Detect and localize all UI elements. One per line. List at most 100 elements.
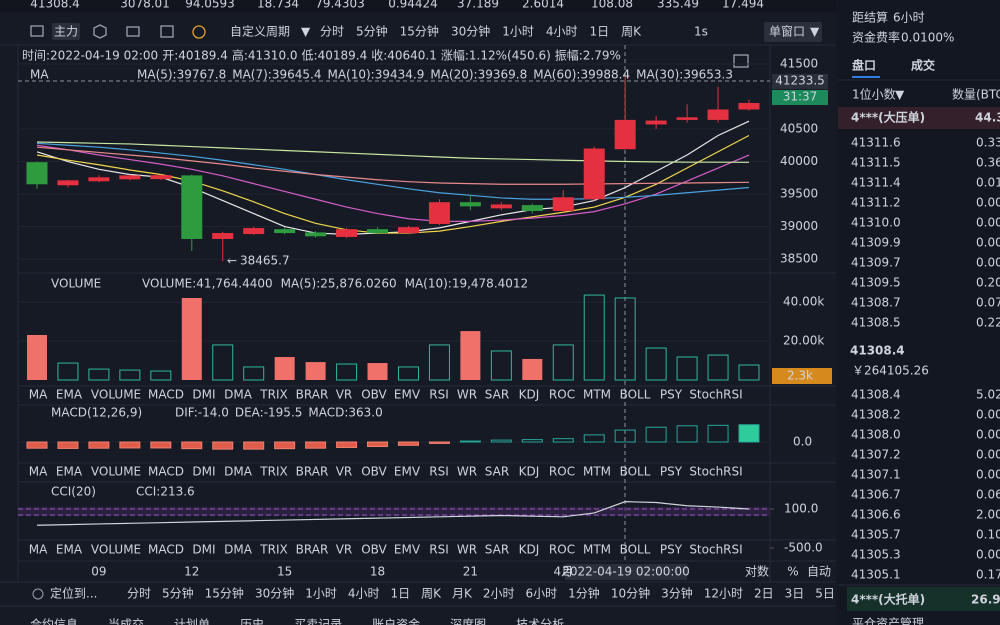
indicator-tab[interactable]: DMA bbox=[224, 543, 253, 557]
bottom-period[interactable]: 3分钟 bbox=[661, 586, 693, 601]
indicator-tab[interactable]: DMI bbox=[192, 388, 215, 402]
indicator-tab[interactable]: SAR bbox=[485, 543, 509, 557]
indicator-tab[interactable]: StochRSI bbox=[689, 543, 742, 557]
indicator-tab[interactable]: SAR bbox=[485, 388, 509, 402]
bottom-tab[interactable]: 技术分析 bbox=[516, 618, 564, 625]
indicator-tab[interactable]: VOLUME bbox=[91, 388, 141, 402]
indicator-tab[interactable]: BRAR bbox=[296, 543, 329, 557]
indicator-tab[interactable]: OBV bbox=[361, 465, 387, 479]
indicator-tab[interactable]: ROC bbox=[549, 543, 575, 557]
indicator-tab[interactable]: StochRSI bbox=[689, 388, 742, 402]
indicator-tab[interactable]: EMA bbox=[56, 388, 83, 402]
indicator-tab[interactable]: DMA bbox=[224, 465, 253, 479]
indicator-tab[interactable]: MTM bbox=[583, 543, 611, 557]
icon-ruler[interactable] bbox=[126, 26, 140, 37]
decimals[interactable]: 1位小数 bbox=[852, 87, 896, 102]
period-option[interactable]: 1日 bbox=[590, 25, 610, 39]
indicator-tab[interactable]: PSY bbox=[660, 543, 683, 557]
bottom-period[interactable]: 5分钟 bbox=[162, 586, 194, 601]
period-option[interactable]: 1小时 bbox=[502, 25, 534, 39]
indicator-tab[interactable]: VR bbox=[336, 465, 353, 479]
indicator-tab[interactable]: DMI bbox=[192, 465, 215, 479]
indicator-tab[interactable]: RSI bbox=[429, 543, 449, 557]
indicator-tab[interactable]: KDJ bbox=[519, 388, 540, 402]
bottom-period[interactable]: 月K bbox=[452, 587, 473, 601]
side-tab[interactable]: 盘口 bbox=[852, 58, 876, 73]
indicator-tab[interactable]: TRIX bbox=[259, 543, 287, 557]
window-select[interactable]: 单窗口 bbox=[769, 25, 805, 39]
bottom-period[interactable]: 1日 bbox=[391, 587, 411, 601]
indicator-tab[interactable]: KDJ bbox=[519, 465, 540, 479]
indicator-tab[interactable]: MACD bbox=[148, 388, 184, 402]
indicator-tab[interactable]: TRIX bbox=[259, 465, 287, 479]
bottom-period[interactable]: 30分钟 bbox=[255, 586, 294, 601]
bottom-period[interactable]: 1小时 bbox=[305, 587, 337, 601]
icon-indicator[interactable] bbox=[192, 25, 206, 39]
indicator-tab[interactable]: MA bbox=[29, 388, 48, 402]
bottom-tab[interactable]: 账户资金 bbox=[372, 617, 420, 625]
indicator-tab[interactable]: WR bbox=[457, 543, 477, 557]
indicator-tab[interactable]: VR bbox=[336, 543, 353, 557]
indicator-tab[interactable]: MTM bbox=[583, 465, 611, 479]
period-option[interactable]: 周K bbox=[621, 25, 642, 39]
period-option[interactable]: 15分钟 bbox=[400, 24, 439, 39]
scale-option[interactable]: 对数 bbox=[745, 564, 769, 579]
bottom-period[interactable]: 10分钟 bbox=[611, 586, 650, 601]
bottom-tab[interactable]: 当成交 bbox=[108, 617, 144, 625]
period-option[interactable]: 5分钟 bbox=[356, 24, 388, 39]
scale-option[interactable]: 自动 bbox=[807, 565, 831, 579]
bottom-period[interactable]: 3日 bbox=[785, 587, 805, 601]
bottom-period[interactable]: 12小时 bbox=[704, 587, 743, 601]
indicator-tab[interactable]: ROC bbox=[549, 465, 575, 479]
indicator-tab[interactable]: EMV bbox=[394, 388, 421, 402]
main-toggle[interactable]: 主力 bbox=[54, 25, 78, 39]
indicator-tab[interactable]: PSY bbox=[660, 465, 683, 479]
indicator-tab[interactable]: BOLL bbox=[620, 388, 651, 402]
main-toggle-bg[interactable] bbox=[52, 23, 80, 40]
indicator-tab[interactable]: RSI bbox=[429, 465, 449, 479]
indicator-tab[interactable]: DMI bbox=[192, 543, 215, 557]
indicator-tab[interactable]: SAR bbox=[485, 465, 509, 479]
bottom-tab[interactable]: 买卖记录 bbox=[294, 618, 342, 625]
interval[interactable]: 1s bbox=[694, 25, 708, 39]
indicator-tab[interactable]: RSI bbox=[429, 388, 449, 402]
bottom-tab[interactable]: 计划单 bbox=[174, 618, 210, 625]
bottom-period[interactable]: 1分钟 bbox=[568, 586, 600, 601]
bottom-period[interactable]: 6小时 bbox=[526, 587, 558, 601]
indicator-tab[interactable]: WR bbox=[457, 388, 477, 402]
icon-settings[interactable] bbox=[93, 24, 107, 39]
icon-chart[interactable] bbox=[30, 25, 44, 37]
bottom-period[interactable]: 周K bbox=[421, 587, 442, 601]
indicator-tab[interactable]: DMA bbox=[224, 388, 253, 402]
period-option[interactable]: 30分钟 bbox=[451, 24, 490, 39]
indicator-tab[interactable]: MACD bbox=[148, 543, 184, 557]
indicator-tab[interactable]: BRAR bbox=[296, 465, 329, 479]
indicator-tab[interactable]: KDJ bbox=[519, 543, 540, 557]
indicator-tab[interactable]: MACD bbox=[148, 465, 184, 479]
indicator-tab[interactable]: WR bbox=[457, 465, 477, 479]
indicator-tab[interactable]: EMV bbox=[394, 465, 421, 479]
indicator-tab[interactable]: MA bbox=[29, 465, 48, 479]
bottom-tab[interactable]: 历史 bbox=[240, 618, 264, 625]
bottom-period[interactable]: 2小时 bbox=[483, 587, 515, 601]
window-select-bg[interactable] bbox=[764, 22, 822, 42]
custom-period[interactable]: 自定义周期 bbox=[230, 24, 290, 39]
indicator-tab[interactable]: EMA bbox=[56, 543, 83, 557]
indicator-tab[interactable]: MA bbox=[29, 543, 48, 557]
indicator-tab[interactable]: VOLUME bbox=[91, 465, 141, 479]
indicator-tab[interactable]: VR bbox=[336, 388, 353, 402]
period-option[interactable]: 分时 bbox=[320, 25, 344, 39]
bottom-tab[interactable]: 合约信息 bbox=[30, 617, 78, 625]
icon-calendar[interactable] bbox=[160, 25, 174, 38]
side-tab[interactable]: 成交 bbox=[911, 58, 935, 73]
icon-fullscreen[interactable] bbox=[733, 54, 749, 68]
indicator-tab[interactable]: VOLUME bbox=[91, 543, 141, 557]
bottom-period[interactable]: 分时 bbox=[127, 587, 151, 601]
indicator-tab[interactable]: BOLL bbox=[620, 465, 651, 479]
bottom-period[interactable]: 2日 bbox=[754, 587, 774, 601]
indicator-tab[interactable]: BRAR bbox=[296, 388, 329, 402]
indicator-tab[interactable]: EMA bbox=[56, 465, 83, 479]
indicator-tab[interactable]: OBV bbox=[361, 388, 387, 402]
bottom-tab[interactable]: 深度图 bbox=[450, 617, 486, 625]
bottom-period[interactable]: 15分钟 bbox=[205, 586, 244, 601]
